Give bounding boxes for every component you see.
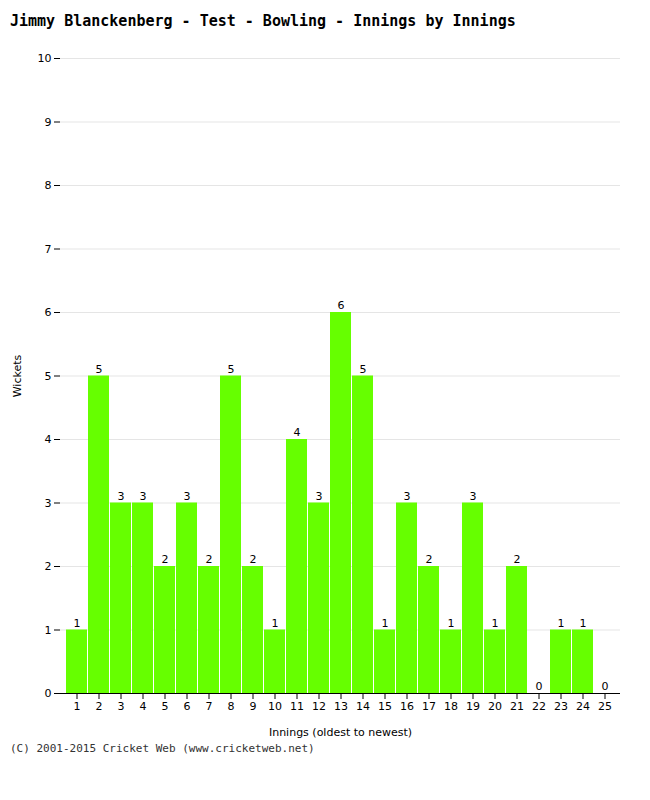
svg-text:16: 16	[400, 700, 414, 713]
svg-text:6: 6	[338, 299, 345, 312]
html-text:(C) 2001-2015 Cricket Web (www: (C) 2001-2015 Cricket Web (www.cricketwe…	[10, 742, 315, 755]
svg-text:Wickets: Wickets	[11, 354, 24, 397]
svg-text:4: 4	[294, 426, 301, 439]
svg-text:1: 1	[74, 700, 81, 713]
svg-text:3: 3	[140, 490, 147, 503]
svg-text:3: 3	[184, 490, 191, 503]
svg-text:23: 23	[554, 700, 568, 713]
svg-text:5: 5	[228, 363, 235, 376]
svg-text:4: 4	[45, 433, 52, 446]
svg-text:6: 6	[45, 306, 52, 319]
svg-text:9: 9	[250, 700, 257, 713]
svg-text:Innings (oldest to newest): Innings (oldest to newest)	[269, 726, 412, 739]
svg-text:9: 9	[45, 116, 52, 129]
svg-text:2: 2	[250, 553, 257, 566]
html-text:Jimmy Blanckenberg - Test - Bo: Jimmy Blanckenberg - Test - Bowling - In…	[10, 12, 516, 30]
svg-text:14: 14	[356, 700, 370, 713]
svg-text:13: 13	[334, 700, 348, 713]
svg-text:5: 5	[360, 363, 367, 376]
svg-text:5: 5	[162, 700, 169, 713]
svg-text:1: 1	[45, 624, 52, 637]
svg-text:1: 1	[74, 617, 81, 630]
svg-text:5: 5	[96, 363, 103, 376]
svg-text:2: 2	[514, 553, 521, 566]
svg-text:5: 5	[45, 370, 52, 383]
svg-text:10: 10	[268, 700, 282, 713]
svg-text:22: 22	[532, 700, 546, 713]
svg-text:3: 3	[118, 700, 125, 713]
svg-text:11: 11	[290, 700, 304, 713]
svg-text:1: 1	[492, 617, 499, 630]
svg-text:4: 4	[140, 700, 147, 713]
svg-text:3: 3	[118, 490, 125, 503]
svg-text:0: 0	[45, 687, 52, 700]
svg-text:7: 7	[45, 243, 52, 256]
svg-text:15: 15	[378, 700, 392, 713]
svg-text:2: 2	[162, 553, 169, 566]
svg-text:3: 3	[45, 497, 52, 510]
svg-text:2: 2	[96, 700, 103, 713]
svg-text:0: 0	[602, 680, 609, 693]
svg-text:1: 1	[558, 617, 565, 630]
svg-text:12: 12	[312, 700, 326, 713]
svg-text:8: 8	[45, 179, 52, 192]
svg-text:19: 19	[466, 700, 480, 713]
svg-text:7: 7	[206, 700, 213, 713]
svg-text:1: 1	[448, 617, 455, 630]
svg-text:3: 3	[404, 490, 411, 503]
svg-text:1: 1	[580, 617, 587, 630]
svg-text:2: 2	[426, 553, 433, 566]
svg-text:20: 20	[488, 700, 502, 713]
svg-text:1: 1	[382, 617, 389, 630]
svg-text:2: 2	[206, 553, 213, 566]
svg-text:8: 8	[228, 700, 235, 713]
svg-text:17: 17	[422, 700, 436, 713]
svg-text:10: 10	[38, 52, 52, 65]
svg-text:0: 0	[536, 680, 543, 693]
svg-text:25: 25	[598, 700, 612, 713]
svg-text:3: 3	[316, 490, 323, 503]
svg-text:24: 24	[576, 700, 590, 713]
svg-text:18: 18	[444, 700, 458, 713]
svg-text:21: 21	[510, 700, 524, 713]
svg-text:1: 1	[272, 617, 279, 630]
svg-text:6: 6	[184, 700, 191, 713]
svg-text:3: 3	[470, 490, 477, 503]
svg-text:2: 2	[45, 560, 52, 573]
